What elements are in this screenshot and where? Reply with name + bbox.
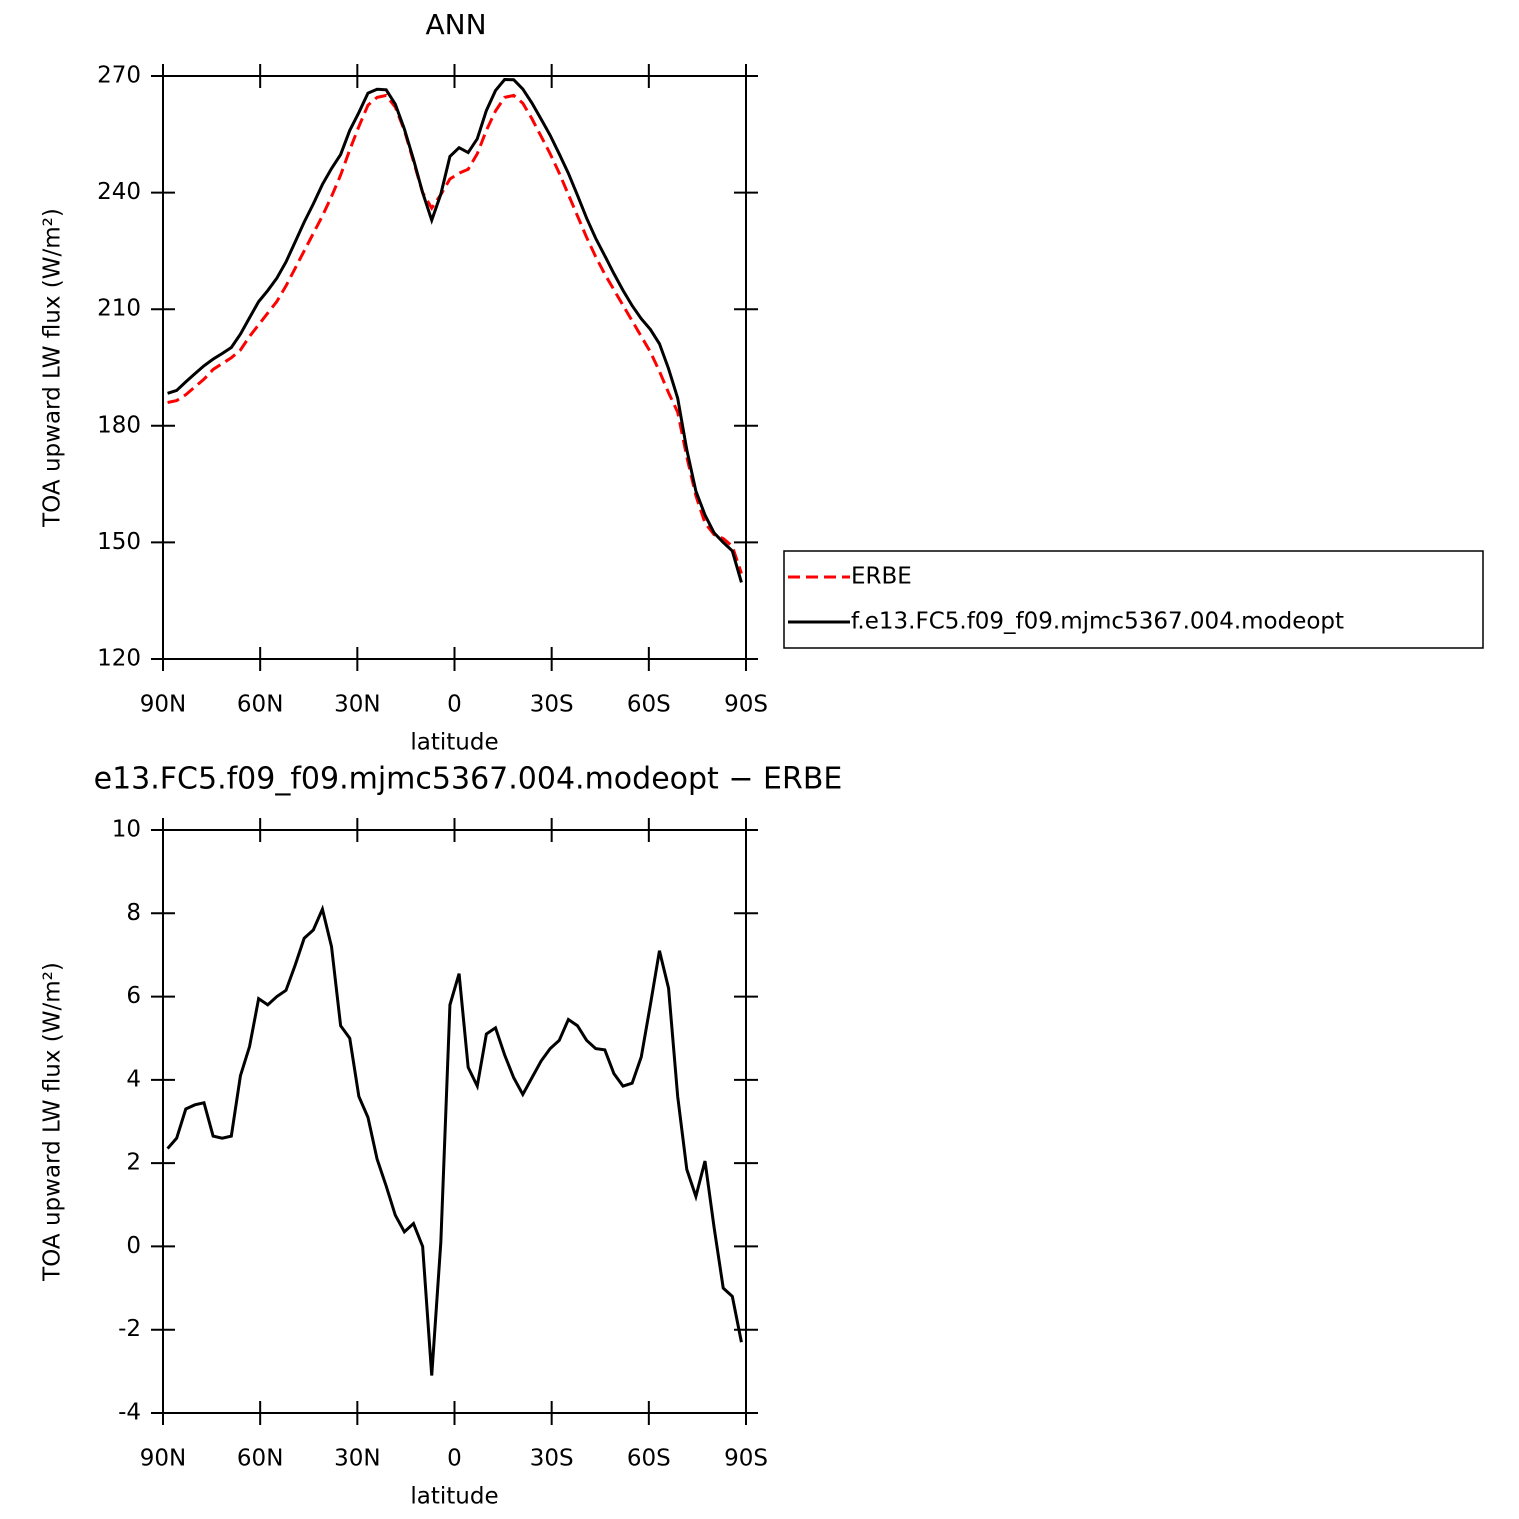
- x-tick-label: 90N: [140, 692, 186, 718]
- y-tick-label: 2: [126, 1150, 141, 1176]
- y-tick-label: 4: [126, 1066, 141, 1092]
- y-tick-label: 6: [126, 983, 141, 1009]
- data-line: [167, 77, 743, 583]
- y-tick-label: -2: [118, 1316, 141, 1342]
- chart-title: ANN: [425, 8, 486, 41]
- x-tick-label: 30S: [530, 692, 574, 718]
- x-tick-label: 30S: [530, 1446, 574, 1472]
- x-tick-label: 0: [447, 1446, 462, 1472]
- data-line: [167, 93, 743, 574]
- legend-box: [783, 550, 1484, 649]
- y-tick-label: 240: [97, 179, 141, 205]
- x-tick-label: 60N: [237, 1446, 283, 1472]
- y-tick-label: 10: [112, 817, 141, 843]
- x-tick-label: 30N: [334, 692, 380, 718]
- x-tick-label: 60S: [627, 692, 671, 718]
- plot-frame: [162, 75, 747, 660]
- data-line: [166, 904, 743, 1376]
- y-tick-label: 180: [97, 412, 141, 438]
- y-tick-label: -4: [118, 1400, 141, 1426]
- y-tick-label: 120: [97, 646, 141, 672]
- x-tick-label: 90N: [140, 1446, 186, 1472]
- y-axis-label: TOA upward LW flux (W/m²): [40, 208, 66, 528]
- x-axis-label: latitude: [410, 730, 498, 756]
- x-tick-label: 60S: [627, 1446, 671, 1472]
- y-tick-label: 270: [97, 63, 141, 89]
- y-tick-label: 0: [126, 1233, 141, 1259]
- legend-label: ERBE: [851, 564, 912, 590]
- plot-frame: [162, 829, 747, 1414]
- x-tick-label: 0: [447, 692, 462, 718]
- y-axis-label: TOA upward LW flux (W/m²): [40, 962, 66, 1282]
- x-tick-label: 30N: [334, 1446, 380, 1472]
- x-tick-label: 90S: [724, 692, 768, 718]
- x-tick-label: 60N: [237, 692, 283, 718]
- y-tick-label: 150: [97, 529, 141, 555]
- y-tick-label: 210: [97, 296, 141, 322]
- x-axis-label: latitude: [410, 1484, 498, 1510]
- legend-label: f.e13.FC5.f09_f09.mjmc5367.004.modeopt: [851, 609, 1344, 635]
- chart-title: e13.FC5.f09_f09.mjmc5367.004.modeopt − E…: [94, 762, 843, 797]
- y-tick-label: 8: [126, 900, 141, 926]
- x-tick-label: 90S: [724, 1446, 768, 1472]
